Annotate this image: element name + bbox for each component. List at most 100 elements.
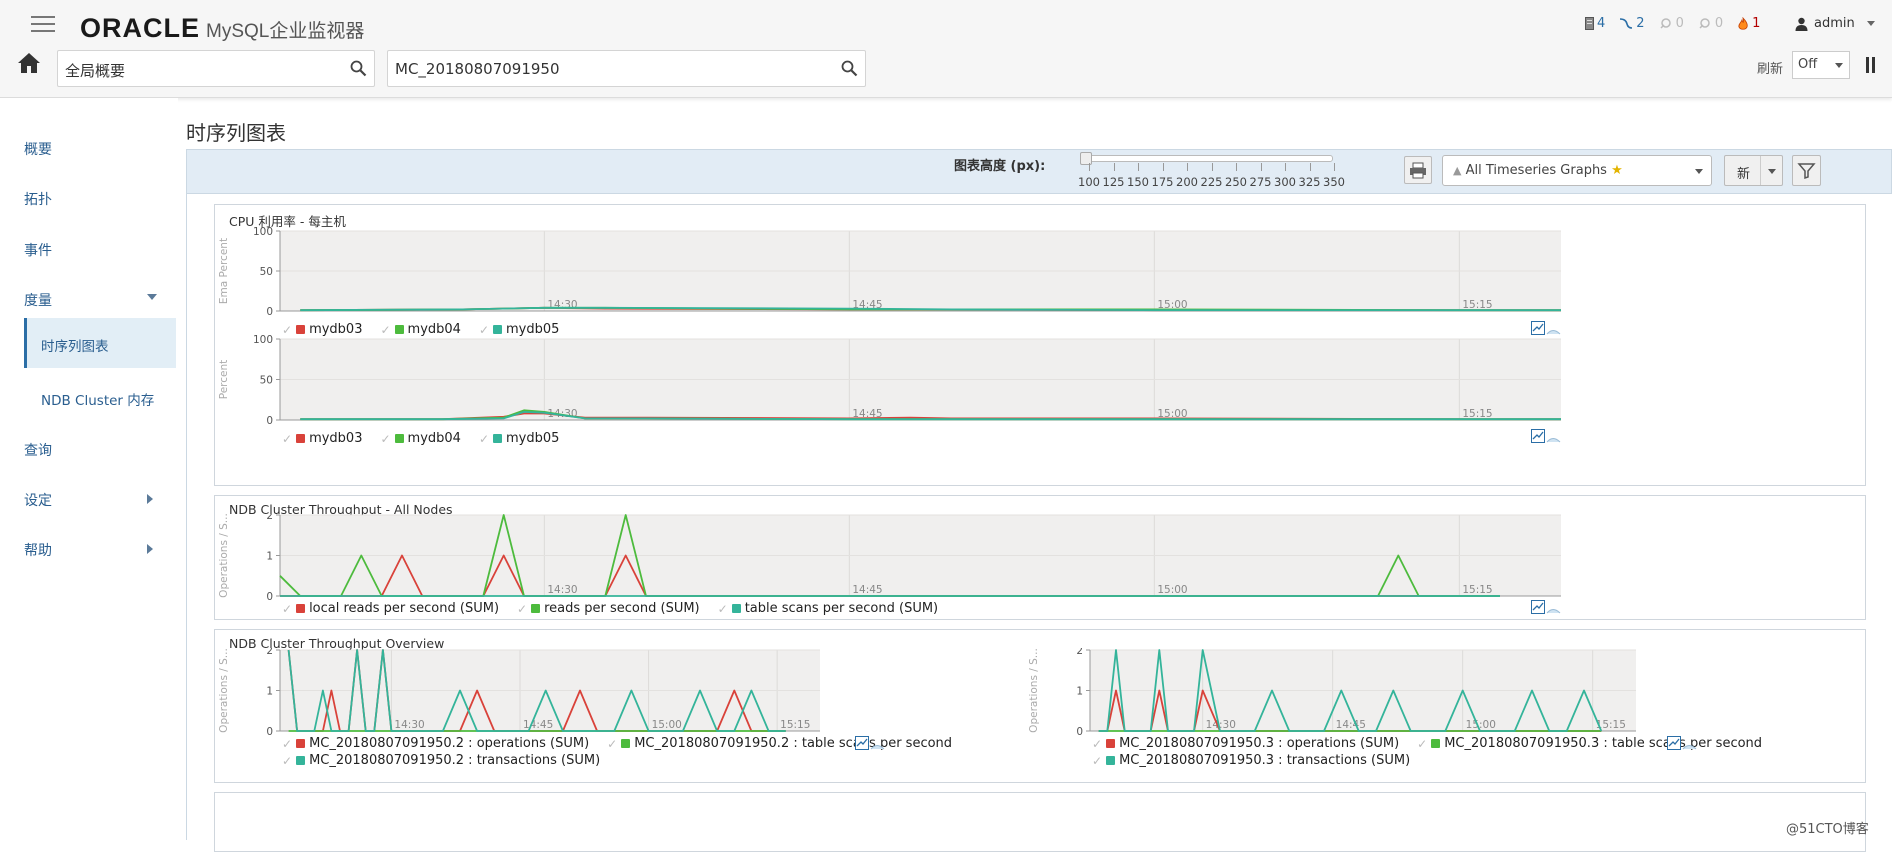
legend-label: mydb05 [506,322,560,337]
x-tick-label: 14:45 [523,719,553,731]
next-panel [214,792,1866,852]
legend-item[interactable]: ✓ reads per second (SUM) [517,601,700,616]
sidebar-item-label: 时序列图表 [41,339,109,355]
graph-set-value: All Timeseries Graphs [1465,163,1607,178]
refresh-value: Off [1798,57,1818,72]
pause-icon[interactable] [1866,57,1876,73]
graph-set-select[interactable]: ▲ All Timeseries Graphs ★ [1442,155,1712,186]
legend-item[interactable]: ✓ mydb05 [479,322,559,337]
sidebar-item-label: 度量 [24,293,52,309]
sidebar-item-topology[interactable]: 拓扑 [0,178,178,214]
logo-product: MySQL企业监视器 [206,21,365,42]
chart-type-toggle-icon[interactable] [1667,736,1697,752]
search-icon[interactable] [841,60,858,77]
sidebar-item-query[interactable]: 查询 [0,429,178,465]
filter-button[interactable] [1792,155,1821,186]
check-icon: ✓ [607,736,618,751]
legend-item[interactable]: ✓ MC_20180807091950.3 : transactions (SUM… [1092,753,1410,768]
sidebar-item-timeseries[interactable]: 时序列图表 [24,318,176,368]
legend-item[interactable]: ✓ mydb04 [380,431,460,446]
legend-swatch [296,756,306,765]
status-bar: 4 2 0 0 1 [1585,16,1760,31]
menu-icon[interactable] [31,16,55,34]
home-icon[interactable] [17,51,41,75]
chevron-down-icon [1695,169,1703,174]
sidebar-item-label: 帮助 [24,543,52,559]
legend-item[interactable]: ✓ MC_20180807091950.2 : table scans per s… [607,736,952,751]
check-icon: ✓ [1092,736,1103,751]
sidebar-item-label: 拓扑 [24,192,52,208]
agent-warning-status[interactable]: 0 [1698,16,1723,31]
chart-type-toggle-icon[interactable] [1531,600,1561,616]
check-icon: ✓ [1092,753,1103,768]
legend-item[interactable]: ✓ MC_20180807091950.2 : operations (SUM) [282,736,589,751]
x-tick-label: 15:15 [1596,719,1626,731]
legend-item[interactable]: ✓ mydb05 [479,431,559,446]
series-line [300,411,1561,421]
chevron-down-icon [1835,63,1843,68]
legend-item[interactable]: ✓ local reads per second (SUM) [282,601,499,616]
chart-type-toggle-icon[interactable] [855,736,885,752]
chevron-right-icon [147,494,153,504]
series-line [1098,649,1603,732]
slider-tick [1309,163,1311,171]
chart-height-slider[interactable] [1083,155,1333,162]
event-status[interactable]: 1 [1737,16,1760,31]
user-menu[interactable]: admin [1795,16,1875,31]
x-tick-label: 14:45 [852,408,882,420]
series-line [287,649,786,732]
new-button[interactable]: 新 [1724,155,1783,186]
legend-label: MC_20180807091950.2 : operations (SUM) [309,736,590,751]
slider-tick [1162,163,1164,171]
x-tick-label: 15:15 [780,719,810,731]
chart-type-toggle-icon[interactable] [1531,321,1561,337]
slider-handle[interactable] [1080,152,1092,165]
sidebar-item-metrics[interactable]: 度量 [0,279,178,315]
sidebar-item-overview[interactable]: 概要 [0,128,178,164]
y-axis-label: Operations / S... [218,514,230,598]
legend-item[interactable]: ✓ table scans per second (SUM) [718,601,939,616]
sidebar-item-settings[interactable]: 设定 [0,479,178,515]
print-button[interactable] [1404,156,1432,184]
legend-item[interactable]: ✓ mydb03 [282,431,362,446]
connection-status[interactable]: 2 [1619,16,1645,31]
slider-ticks: 100 125 150 175 200 225 250 275 300 325 350 [1078,163,1345,189]
sidebar-item-help[interactable]: 帮助 [0,529,178,565]
legend-swatch [296,434,306,443]
event-count: 1 [1752,16,1761,31]
server-status[interactable]: 4 [1585,16,1605,31]
slider-tick [1113,163,1115,171]
legend-swatch [531,604,541,613]
legend-swatch [296,739,306,748]
legend-item[interactable]: ✓ MC_20180807091950.3 : operations (SUM) [1092,736,1399,751]
panel-title: NDB Cluster Throughput - All Nodes [229,502,453,517]
chart-height-label: 图表高度 (px): [954,159,1046,174]
legend-label: MC_20180807091950.3 : operations (SUM) [1119,736,1400,751]
check-icon: ✓ [380,322,391,337]
chart-type-toggle-icon[interactable] [1531,429,1561,445]
scope-search-input[interactable]: 全局概要 [57,50,375,87]
sidebar-item-label: 事件 [24,243,52,259]
sidebar-item-events[interactable]: 事件 [0,229,178,265]
legend-swatch [1431,739,1441,748]
legend-item[interactable]: ✓ MC_20180807091950.2 : transactions (SUM… [282,753,600,768]
fire-icon [1738,16,1748,30]
agent-status[interactable]: 0 [1659,16,1684,31]
y-axis-label: Percent [218,360,230,400]
search-icon[interactable] [350,60,367,77]
group-search-input[interactable]: MC_20180807091950 [387,50,866,87]
graph-toolbar: 图表高度 (px): 100 125 150 175 200 225 250 275 300 32… [186,149,1892,194]
y-tick-label: 100 [253,334,273,346]
legend-item[interactable]: ✓ MC_20180807091950.3 : table scans per s… [1417,736,1762,751]
legend-item[interactable]: ✓ mydb04 [380,322,460,337]
sidebar-item-ndb-memory[interactable]: NDB Cluster 内存 [0,378,178,414]
legend-swatch [731,604,741,613]
slider-tick-label: 200 [1176,175,1198,189]
refresh-select[interactable]: Off [1792,51,1850,79]
y-axis-label: Ema Percent [218,238,230,304]
check-icon: ✓ [282,601,293,616]
y-tick-label: 1 [266,551,273,563]
legend-item[interactable]: ✓ mydb03 [282,322,362,337]
legend-label: table scans per second (SUM) [744,601,939,616]
